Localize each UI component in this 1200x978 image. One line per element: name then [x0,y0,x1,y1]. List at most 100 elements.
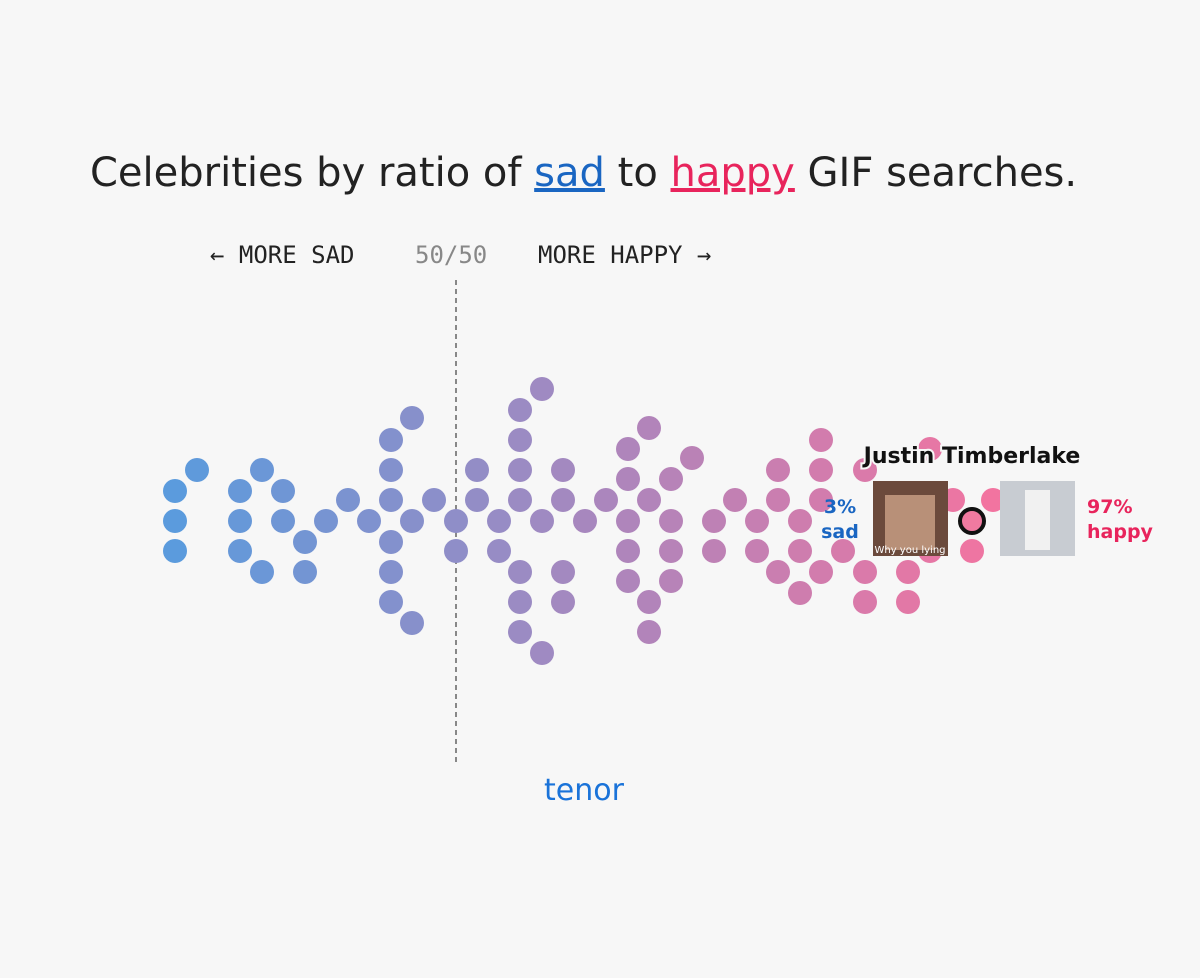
happy-gif-figure [1025,490,1050,550]
celebrity-dot [185,458,209,482]
title-prefix: Celebrities by ratio of [90,150,534,196]
celebrity-dot [659,509,683,533]
celebrity-dot [788,539,812,563]
happy-value: 97% [1087,496,1132,518]
celebrity-dot [379,560,403,584]
footer-brand: tenor [544,773,625,808]
celebrity-dot [336,488,360,512]
celebrity-dot [981,488,1005,512]
celebrity-dot [228,509,252,533]
celebrity-dot [228,479,252,503]
celebrity-dot [616,509,640,533]
title-sad: sad [534,150,605,196]
celebrity-dot [659,569,683,593]
celebrity-dot [465,488,489,512]
celebrity-dot [293,560,317,584]
celebrity-dot [508,398,532,422]
celebrity-dot [831,539,855,563]
celebrity-dot [594,488,618,512]
celebrity-dot [357,509,381,533]
gif-caption: Why you lying [874,545,945,556]
celebrity-dot [400,406,424,430]
celebrity-dot [400,509,424,533]
celebrity-dot [616,539,640,563]
celebrity-dot [379,590,403,614]
celebrity-dot [530,641,554,665]
celebrity-dot [616,437,640,461]
celebrity-dot [573,509,597,533]
celebrity-dot [444,509,468,533]
celebrity-dot [659,539,683,563]
celebrity-dot [637,488,661,512]
celebrity-dot [551,590,575,614]
sad-label: sad [821,521,859,543]
celebrity-dot [960,539,984,563]
celebrity-dot [809,458,833,482]
title-suffix: GIF searches. [795,150,1077,196]
sad-value: 3% [824,496,856,518]
highlight-name: Justin Timberlake [862,444,1081,469]
celebrity-dot [271,509,295,533]
celebrity-dot [530,377,554,401]
happy-label: happy [1087,521,1154,543]
celebrity-dot [271,479,295,503]
celebrity-dot [508,620,532,644]
celebrity-dot [379,530,403,554]
celebrity-dot [379,428,403,452]
highlight: Justin Timberlake Why you lying 3% sad 9… [821,442,1154,556]
celebrity-dot [637,620,661,644]
celebrity-dot [508,560,532,584]
celebrity-dot [896,590,920,614]
celebrity-dot [680,446,704,470]
celebrity-dot [853,458,877,482]
celebrity-dot [530,509,554,533]
celebrity-dot [702,509,726,533]
celebrity-dot [163,539,187,563]
celebrity-dot [551,458,575,482]
celebrity-dot [616,467,640,491]
celebrity-dot [853,560,877,584]
celebrity-dot [702,539,726,563]
celebrity-dot [637,590,661,614]
celebrity-dot [809,560,833,584]
celebrity-dot [379,488,403,512]
celebrity-dot [163,479,187,503]
celebrity-dot [896,560,920,584]
celebrity-dot [508,458,532,482]
celebrity-dot [487,539,511,563]
celebrity-dot [465,458,489,482]
celebrity-dot [379,458,403,482]
celebrity-dot [616,569,640,593]
celebrity-dot [745,509,769,533]
celebrity-dot [228,539,252,563]
celebrity-dot [809,488,833,512]
sad-gif-face [885,495,935,550]
celebrity-dot [766,488,790,512]
celebrity-dot [766,458,790,482]
celebrity-dot [444,539,468,563]
celebrity-dot [766,560,790,584]
highlight-dot [958,507,986,535]
center-label: 50/50 [415,241,487,269]
celebrity-dot [853,590,877,614]
celebrity-dot [422,488,446,512]
celebrity-dot [487,509,511,533]
more-happy-label: MORE HAPPY → [538,241,711,269]
celebrity-dot [637,416,661,440]
celebrity-dot [508,428,532,452]
celebrity-dot [809,428,833,452]
celebrity-dot [551,560,575,584]
title-happy: happy [671,150,795,196]
celebrity-dot [788,509,812,533]
celebrity-dot [508,590,532,614]
celebrity-dot [163,509,187,533]
celebrity-dot [508,488,532,512]
celebrity-dot [745,539,769,563]
celebrity-dot [551,488,575,512]
celebrity-dot [400,611,424,635]
celebrity-dot [788,581,812,605]
title: Celebrities by ratio of sad to happy GIF… [90,150,1077,196]
more-sad-label: ← MORE SAD [210,241,355,269]
